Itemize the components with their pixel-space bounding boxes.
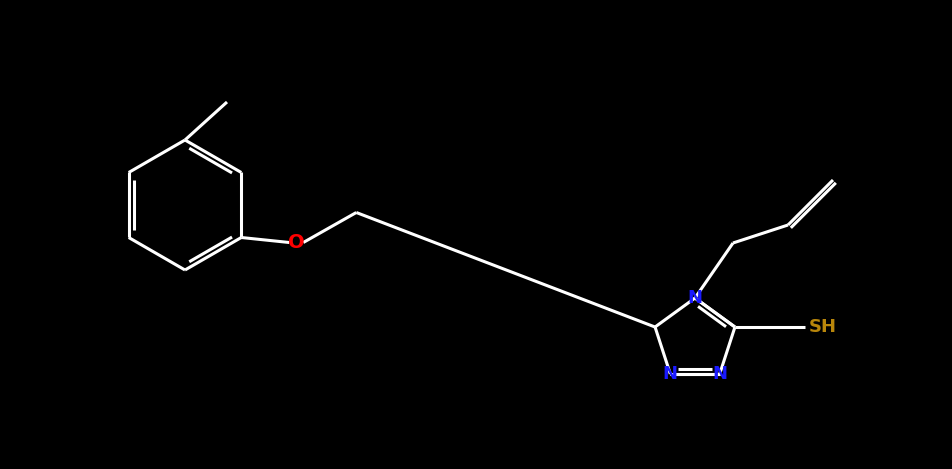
Text: N: N	[686, 289, 702, 307]
Text: SH: SH	[808, 318, 836, 336]
Text: N: N	[711, 365, 726, 383]
Text: O: O	[288, 233, 305, 252]
Text: N: N	[663, 365, 677, 383]
